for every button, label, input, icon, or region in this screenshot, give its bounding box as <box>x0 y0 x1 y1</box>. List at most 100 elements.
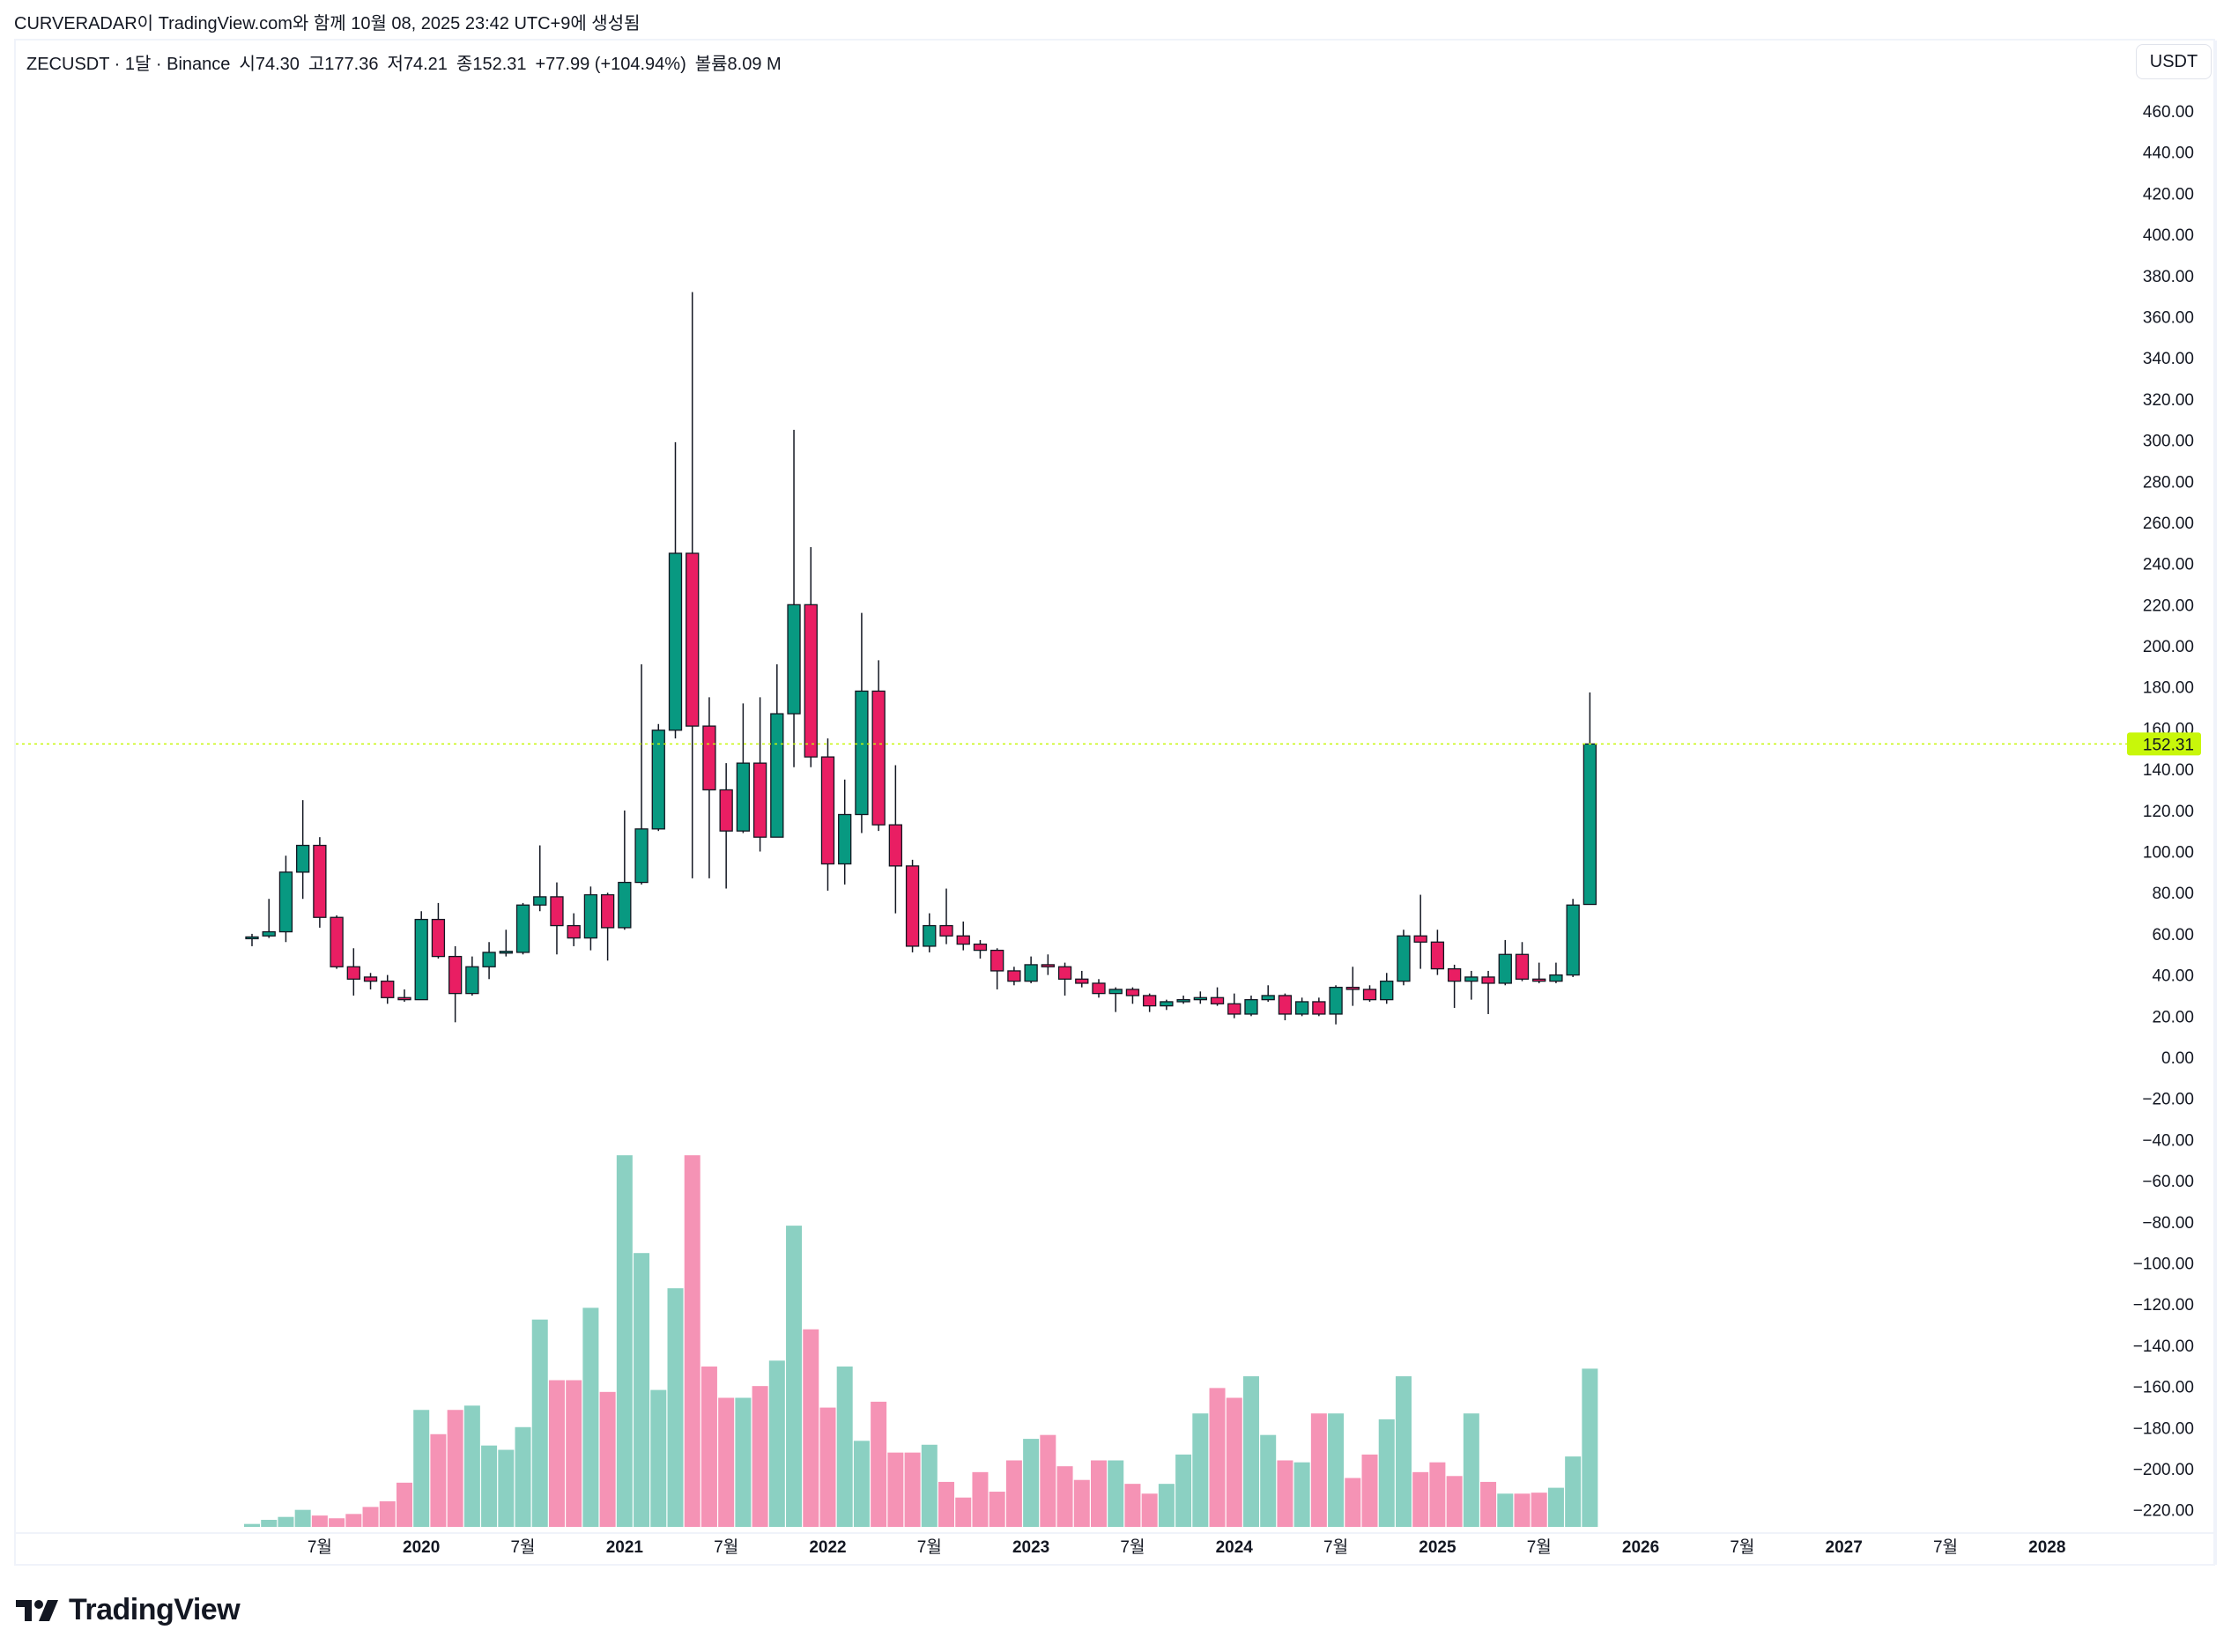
candle[interactable] <box>1464 970 1479 1000</box>
candle-body <box>1413 935 1427 943</box>
candle[interactable] <box>956 921 970 951</box>
candle[interactable] <box>990 948 1004 989</box>
candle[interactable] <box>905 859 920 952</box>
candle[interactable] <box>1092 979 1106 998</box>
candle-body <box>397 996 411 1001</box>
candle[interactable] <box>1498 939 1512 986</box>
price-tick-label: 260.00 <box>2143 515 2194 533</box>
candle[interactable] <box>567 913 581 946</box>
candle[interactable] <box>686 292 700 878</box>
candle[interactable] <box>465 956 479 996</box>
candle[interactable] <box>313 837 327 928</box>
candle[interactable] <box>618 810 632 930</box>
candle[interactable] <box>1380 973 1394 1004</box>
candle[interactable] <box>1125 987 1140 1004</box>
candle[interactable] <box>1075 970 1089 988</box>
candle[interactable] <box>820 738 835 891</box>
candle[interactable] <box>1566 899 1580 977</box>
candle[interactable] <box>1176 995 1190 1004</box>
volume-bar <box>1328 1413 1345 1527</box>
candle[interactable] <box>923 913 937 952</box>
volume-bar <box>921 1444 938 1527</box>
candle[interactable] <box>888 765 903 914</box>
symbol-info[interactable]: ZECUSDT · 1달 · Binance <box>26 55 231 74</box>
candle[interactable] <box>414 911 428 1001</box>
candle[interactable] <box>1413 894 1427 969</box>
candle[interactable] <box>1041 954 1055 975</box>
candle[interactable] <box>1329 985 1343 1025</box>
volume-bar <box>972 1471 989 1527</box>
candle[interactable] <box>397 989 411 1002</box>
volume-bar <box>362 1507 379 1527</box>
candle[interactable] <box>1143 993 1157 1012</box>
volume-bar <box>311 1515 328 1527</box>
volume-bars <box>244 1155 1598 1527</box>
candle[interactable] <box>1278 993 1293 1020</box>
candle[interactable] <box>787 429 801 767</box>
candle[interactable] <box>330 915 344 969</box>
candle[interactable] <box>583 886 598 951</box>
candle[interactable] <box>363 973 378 989</box>
candle[interactable] <box>1108 987 1123 1012</box>
candle[interactable] <box>702 697 716 878</box>
candle[interactable] <box>381 974 395 1004</box>
candle[interactable] <box>1057 962 1072 996</box>
candle[interactable] <box>1294 997 1309 1017</box>
currency-button[interactable]: USDT <box>2136 44 2212 79</box>
candle-body <box>1193 996 1207 1001</box>
candle[interactable] <box>1244 995 1258 1017</box>
candle[interactable] <box>1447 964 1462 1008</box>
candle[interactable] <box>1397 930 1411 986</box>
candle[interactable] <box>634 664 649 885</box>
candle[interactable] <box>1362 985 1377 1002</box>
volume-bar <box>955 1497 972 1527</box>
candle[interactable] <box>533 845 547 912</box>
candle[interactable] <box>838 779 852 885</box>
candle[interactable] <box>1532 962 1546 983</box>
candle[interactable] <box>939 888 953 945</box>
candle[interactable] <box>245 933 259 946</box>
candle[interactable] <box>448 945 463 1023</box>
candle[interactable] <box>668 441 683 739</box>
candle[interactable] <box>770 664 784 838</box>
candle[interactable] <box>651 723 665 832</box>
candle[interactable] <box>973 939 988 959</box>
candle[interactable] <box>1312 997 1326 1017</box>
price-tick-label: −220.00 <box>2133 1502 2194 1521</box>
candle[interactable] <box>1007 967 1021 986</box>
candle[interactable] <box>1160 999 1174 1011</box>
candle[interactable] <box>1481 970 1495 1014</box>
tradingview-logo[interactable]: TradingView <box>16 1593 241 1627</box>
candle[interactable] <box>431 902 446 959</box>
candle[interactable] <box>752 697 767 852</box>
candle[interactable] <box>499 930 513 957</box>
candle[interactable] <box>1261 985 1275 1002</box>
price-axis[interactable]: 460.00 440.00 420.00 400.00 380.00 360.00 340.… <box>2133 103 2194 1521</box>
candle-body <box>1143 995 1157 1007</box>
candle[interactable] <box>804 546 818 767</box>
candle[interactable] <box>719 763 733 889</box>
candle[interactable] <box>1430 930 1445 975</box>
candle[interactable] <box>482 942 496 980</box>
candle[interactable] <box>296 800 310 900</box>
time-axis[interactable]: 7월 2020 7월 2021 7월 2022 7월 2023 7월 2024 7월 2025 7월 20… <box>308 1537 2066 1557</box>
change-value: +77.99 (+104.94%) <box>535 55 686 74</box>
candle[interactable] <box>346 948 360 996</box>
candle[interactable] <box>855 612 869 833</box>
candle[interactable] <box>278 856 293 943</box>
candle[interactable] <box>871 660 886 832</box>
candle[interactable] <box>736 703 751 833</box>
candle[interactable] <box>1024 956 1038 983</box>
candle[interactable] <box>1549 962 1563 983</box>
candle[interactable] <box>1515 942 1530 982</box>
candle[interactable] <box>1345 967 1360 1006</box>
candle[interactable] <box>515 902 530 955</box>
candle[interactable] <box>1227 993 1242 1019</box>
candle[interactable] <box>1210 987 1225 1006</box>
candle[interactable] <box>600 893 615 961</box>
candle[interactable] <box>262 899 276 938</box>
candle[interactable] <box>1193 991 1207 1004</box>
candle[interactable] <box>550 882 564 955</box>
candle[interactable] <box>1582 692 1597 906</box>
